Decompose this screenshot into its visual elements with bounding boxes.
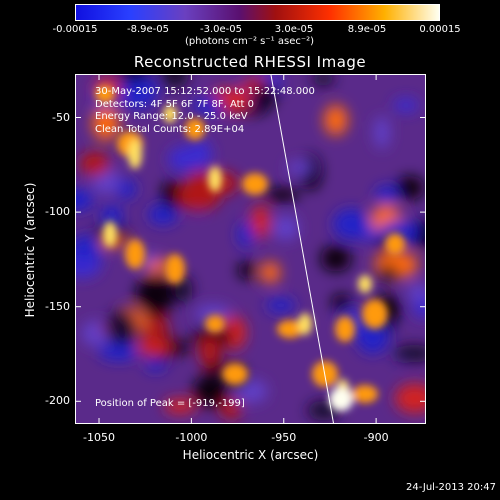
annotation-line: 30-May-2007 15:12:52.000 to 15:22:48.000	[95, 86, 315, 97]
annotation-block: 30-May-2007 15:12:52.000 to 15:22:48.000…	[95, 86, 315, 136]
y-tick-label: -100	[45, 205, 70, 219]
peak-label: Position of Peak = [-919,-199]	[95, 398, 245, 409]
x-tick-label: -900	[363, 431, 389, 444]
x-tick-label: -1000	[175, 431, 208, 444]
annotation-line: Clean Total Counts: 2.89E+04	[95, 123, 245, 135]
chart-title: Reconstructed RHESSI Image	[133, 53, 367, 71]
y-tick-label: -50	[52, 110, 70, 124]
footer-timestamp: 24-Jul-2013 20:47	[405, 482, 496, 493]
colorbar-units-label: (photons cm⁻² s⁻¹ asec⁻²)	[185, 36, 315, 47]
x-tick-label: -950	[271, 431, 297, 444]
colorbar-tick-label: -3.0e-05	[200, 24, 242, 35]
colorbar-tick-label: -8.9e-05	[127, 24, 169, 35]
y-tick-label: -200	[45, 394, 70, 408]
heatmap-image	[75, 74, 426, 424]
annotation-line: Energy Range: 12.0 - 25.0 keV	[95, 111, 248, 122]
x-axis-label: Heliocentric X (arcsec)	[182, 448, 319, 462]
colorbar-tick-label: -0.00015	[52, 24, 98, 35]
y-axis-label: Heliocentric Y (arcsec)	[23, 182, 37, 318]
x-tick-label: -1050	[83, 431, 115, 444]
y-tick-label: -150	[45, 299, 70, 313]
peak-spot	[329, 387, 354, 412]
solar-limb-line	[270, 74, 335, 424]
colorbar-tick-label: 8.9e-05	[347, 24, 387, 35]
colorbar	[75, 4, 440, 21]
colorbar-tick-label: 0.00015	[419, 24, 461, 35]
plot-frame	[75, 74, 426, 424]
colorbar-tick-label: 3.0e-05	[274, 24, 314, 35]
annotation-line: Detectors: 4F 5F 6F 7F 8F, Att 0	[95, 98, 255, 110]
